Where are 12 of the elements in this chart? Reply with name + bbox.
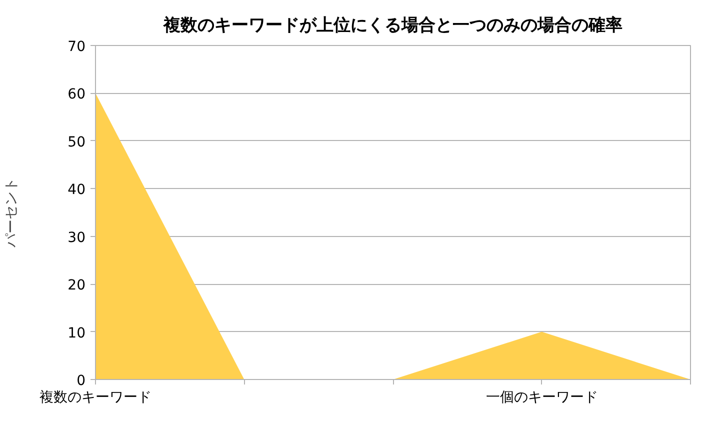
y-tick-label: 70 xyxy=(68,39,86,55)
x-tick-label: 一個のキーワード xyxy=(486,390,598,406)
chart-title: 複数のキーワードが上位にくる場合と一つのみの場合の確率 xyxy=(162,16,622,36)
y-axis-title: パーセント xyxy=(4,178,20,248)
y-tick-label: 50 xyxy=(68,134,86,150)
y-tick-label: 40 xyxy=(68,182,86,198)
y-tick-label: 30 xyxy=(68,230,86,246)
y-tick-label: 20 xyxy=(68,278,86,294)
y-tick-label: 0 xyxy=(76,373,86,389)
x-tick-label: 複数のキーワード xyxy=(40,390,152,406)
y-tick-label: 10 xyxy=(68,325,86,342)
y-tick-label: 60 xyxy=(68,86,86,103)
